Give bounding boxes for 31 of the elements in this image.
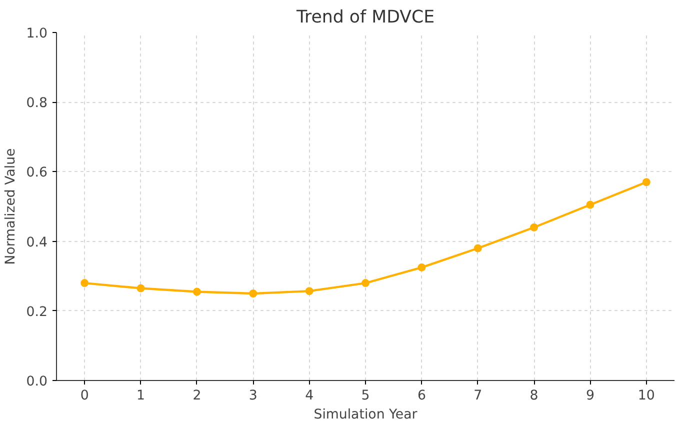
y-tick-label: 0.6 (26, 166, 48, 181)
x-tick-label: 7 (474, 388, 482, 404)
x-axis-title: Simulation Year (314, 408, 418, 422)
point (474, 244, 482, 252)
y-tick-label: 0.4 (26, 235, 48, 250)
point (192, 288, 201, 296)
point (530, 223, 538, 232)
y-tick-label: 0.0 (26, 374, 48, 390)
x-tick-label: 0 (80, 388, 89, 404)
y-tick-label: 1.0 (26, 26, 48, 42)
x-tick-label: 2 (192, 388, 202, 404)
point (418, 263, 426, 272)
x-tick-label: 5 (361, 388, 370, 404)
x-tick-label: 6 (417, 388, 426, 404)
x-tick-label: 8 (530, 388, 538, 404)
point (249, 290, 258, 298)
y-tick-label: 0.8 (26, 96, 48, 112)
x-tick-label: 9 (586, 388, 594, 404)
point (80, 279, 89, 288)
point (586, 200, 594, 209)
y-tick-label: 0.2 (26, 304, 48, 320)
y-axis-title: Normalized Value (3, 148, 18, 265)
point (305, 287, 314, 296)
point (136, 284, 145, 292)
point (642, 178, 650, 186)
chart-title: Trend of MDVCE (295, 8, 435, 28)
x-tick-label: 4 (305, 388, 314, 404)
x-tick-label: 3 (248, 388, 258, 404)
x-tick-label: 1 (136, 388, 146, 404)
point (362, 279, 370, 288)
x-tick-label: 10 (638, 388, 655, 404)
